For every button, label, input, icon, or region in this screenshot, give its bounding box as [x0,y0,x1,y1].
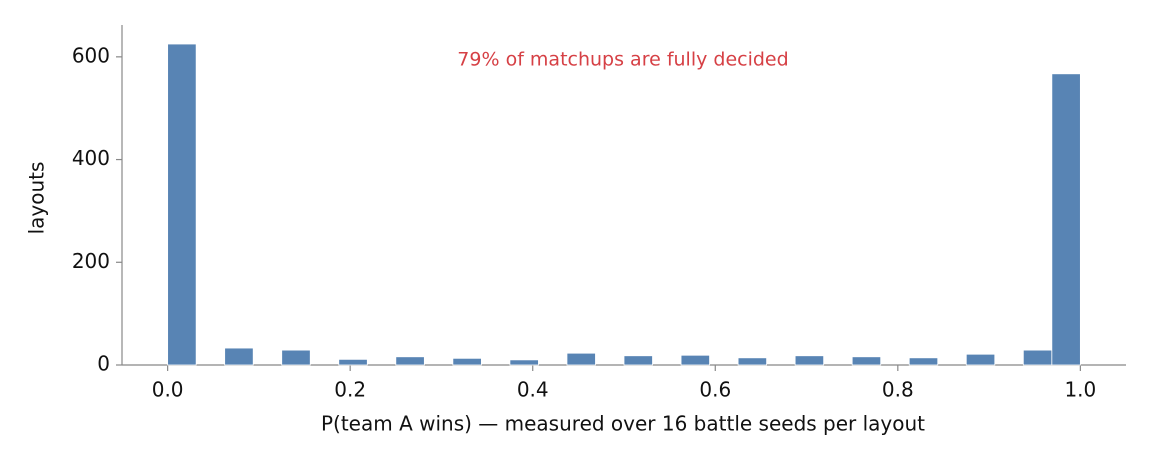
bar [509,359,539,366]
bar [338,358,368,366]
bar [794,355,825,366]
bar [1022,349,1053,366]
x-tick-label: 0.6 [699,378,731,402]
y-axis-label: layouts [25,162,49,235]
bar [395,356,425,366]
x-tick-label: 0.2 [334,378,366,402]
bar [1051,73,1081,366]
y-tick-label: 600 [72,43,110,67]
bar [908,357,939,366]
x-tick-label: 1.0 [1064,378,1096,402]
bar [566,352,596,366]
x-tick-label: 0.8 [882,378,914,402]
bar [224,347,254,366]
annotation: 79% of matchups are fully decided [457,49,788,71]
bar [452,357,482,366]
bar [851,356,882,366]
x-axis-label: P(team A wins) — measured over 16 battle… [321,412,925,436]
y-tick-label: 400 [72,146,110,170]
y-tick-label: 200 [72,249,110,273]
bar [281,349,311,366]
y-tick-label: 0 [97,352,110,376]
bar [965,353,996,366]
x-tick-label: 0.0 [152,378,184,402]
bar [737,357,768,366]
x-tick-label: 0.4 [517,378,549,402]
bar [680,354,710,366]
bar [167,43,197,366]
bar [623,355,653,366]
